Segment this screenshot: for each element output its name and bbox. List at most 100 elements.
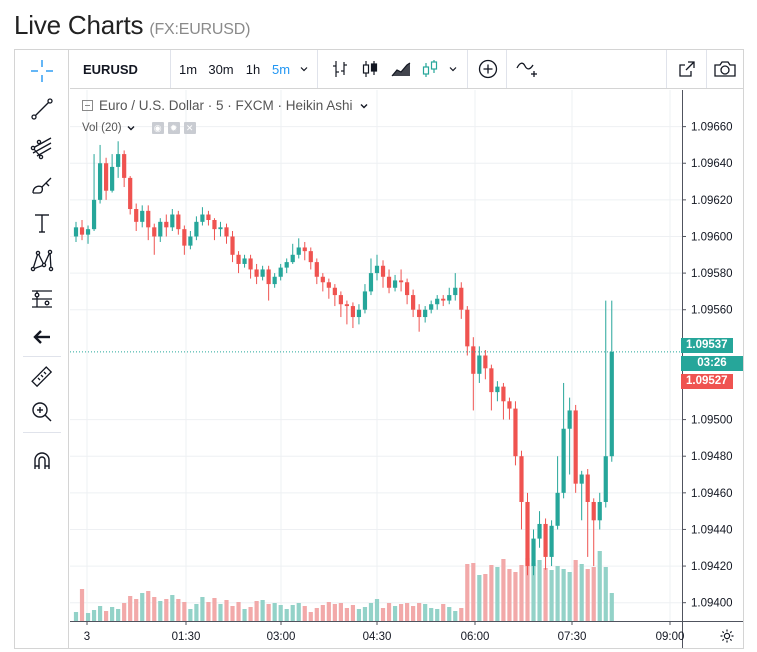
toolbar-separator: [666, 50, 667, 88]
candle-body: [495, 386, 500, 393]
volume-bar: [73, 612, 79, 621]
time-tick-label: 01:30: [172, 631, 201, 643]
candle-body: [561, 428, 566, 493]
price-tick-label: 1.09580: [691, 268, 733, 280]
candle-body: [194, 221, 199, 237]
volume-bar: [374, 599, 380, 621]
area-style-button[interactable]: [389, 50, 413, 88]
volume-bar: [386, 603, 392, 621]
magnet-tool[interactable]: [15, 444, 69, 478]
chart-area[interactable]: 1.09660 1.09640 1.09620 1.09600 1.09580 1.095…: [70, 90, 743, 648]
price-tick-label: 1.09560: [691, 305, 733, 317]
crosshair-icon: [31, 60, 53, 82]
candle-body: [350, 306, 356, 318]
toolbar-separator: [706, 50, 707, 88]
volume-bar: [158, 601, 163, 621]
volume-bar: [218, 604, 223, 621]
interval-5m-button[interactable]: 5m: [271, 61, 291, 77]
candle-body: [212, 220, 217, 230]
brush-tool[interactable]: [15, 168, 69, 202]
fib-tool[interactable]: [15, 282, 69, 316]
price-tick-label: 1.09460: [691, 488, 733, 500]
candle-body: [290, 254, 295, 263]
zoom-tool[interactable]: [15, 395, 69, 429]
gear-icon[interactable]: ✹: [167, 122, 180, 134]
volume-bar: [392, 606, 398, 621]
crosshair-tool[interactable]: [15, 54, 69, 88]
chart-style-dropdown-button[interactable]: [445, 50, 461, 88]
volume-bar: [362, 607, 368, 621]
volume-bar: [182, 602, 187, 621]
fullscreen-button[interactable]: [674, 50, 700, 88]
pitchfork-icon: [30, 137, 52, 160]
heikin-ashi-style-button[interactable]: [419, 50, 441, 88]
interval-dropdown-button[interactable]: [296, 50, 312, 88]
volume-bar: [116, 609, 121, 621]
price-chart[interactable]: 1.09660 1.09640 1.09620 1.09600 1.09580 1.095…: [70, 90, 743, 648]
chart-settings-button[interactable]: [717, 626, 737, 646]
volume-bar: [471, 563, 476, 621]
close-icon[interactable]: ✕: [183, 122, 196, 134]
volume-bar: [296, 603, 301, 621]
pattern-icon: [30, 249, 54, 272]
candle-body: [134, 209, 139, 222]
bars-style-button[interactable]: [329, 50, 351, 88]
volume-bar: [326, 602, 331, 621]
volume-bar: [194, 604, 199, 621]
candle-body: [314, 262, 319, 277]
volume-bar: [302, 606, 307, 621]
price-tick-label: 1.09620: [691, 195, 733, 207]
chevron-down-icon[interactable]: [126, 123, 136, 133]
snapshot-button[interactable]: [711, 50, 739, 88]
page-title-text: Live Charts: [14, 10, 144, 40]
back-tool[interactable]: [15, 320, 69, 354]
volume-bar: [140, 593, 145, 621]
candle-body: [441, 298, 446, 301]
volume-bar: [266, 604, 271, 621]
volume-bar: [429, 608, 434, 621]
candle-body: [224, 227, 229, 237]
add-indicator-button[interactable]: [475, 50, 501, 88]
text-tool[interactable]: [15, 206, 69, 240]
price-tick-label: 1.09480: [691, 451, 733, 463]
candle-body: [465, 309, 470, 347]
symbol-search-button[interactable]: EURUSD: [83, 61, 138, 77]
volume-bar: [344, 608, 349, 621]
volume-bar: [350, 605, 356, 621]
pattern-tool[interactable]: [15, 244, 69, 278]
time-tick-label: 07:30: [558, 631, 587, 643]
ruler-tool[interactable]: [15, 360, 69, 394]
eye-icon[interactable]: ◉: [151, 122, 164, 134]
volume-bar: [97, 606, 103, 621]
candle-body: [260, 269, 265, 277]
text-icon: [35, 214, 49, 233]
candle-body: [176, 214, 181, 230]
pitchfork-tool[interactable]: [15, 130, 69, 164]
volume-bar: [176, 599, 181, 621]
volume-bar: [284, 609, 289, 621]
volume-bar: [435, 609, 440, 621]
trend-line-tool[interactable]: [15, 92, 69, 126]
ruler-icon: [31, 366, 53, 388]
volume-bar: [531, 563, 536, 621]
collapse-legend-icon[interactable]: [82, 100, 93, 111]
interval-30m-button[interactable]: 30m: [208, 61, 234, 77]
volume-legend[interactable]: Vol (20) ◉ ✹ ✕: [82, 122, 196, 134]
volume-bar: [134, 599, 139, 621]
last-price-badge: 1.09537: [681, 338, 733, 353]
candles-style-button[interactable]: [359, 50, 381, 88]
volume-bar: [609, 593, 614, 621]
interval-1m-button[interactable]: 1m: [178, 61, 198, 77]
volume-bar: [477, 575, 482, 621]
compare-button[interactable]: [513, 50, 541, 88]
top-toolbar: EURUSD 1m 30m 1h 5m: [70, 50, 743, 89]
candle-body: [73, 227, 79, 237]
volume-bar: [483, 574, 488, 621]
chevron-down-icon[interactable]: [359, 101, 369, 111]
interval-1h-button[interactable]: 1h: [245, 61, 261, 77]
page-title: Live Charts (FX:EURUSD): [14, 10, 250, 41]
volume-bar: [236, 602, 241, 621]
candle-body: [603, 456, 608, 502]
series-legend[interactable]: Euro / U.S. Dollar · 5 · FXCM · Heikin A…: [82, 98, 369, 113]
time-tick-label: 09:00: [656, 631, 685, 643]
